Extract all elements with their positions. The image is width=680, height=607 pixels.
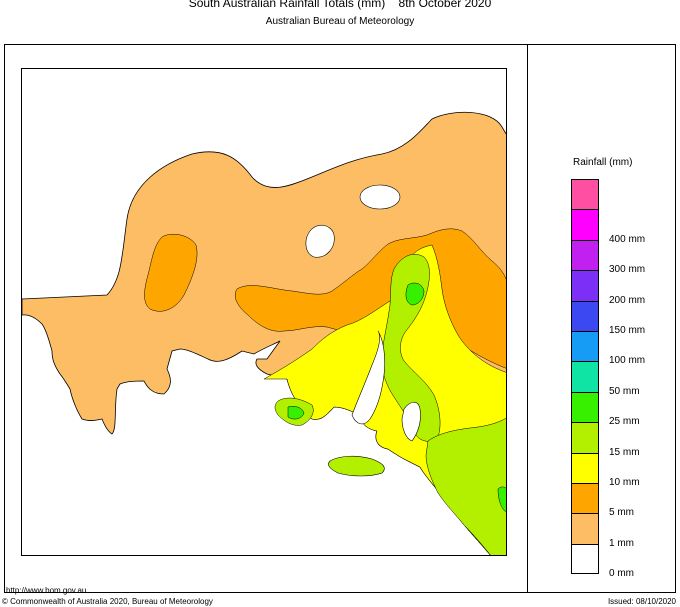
spencer-gulf	[351, 330, 386, 425]
kangaroo-island	[328, 455, 385, 477]
band-5mm-central	[234, 228, 506, 369]
band-25mm-eyre	[287, 406, 305, 420]
lake-eyre	[359, 184, 401, 210]
legend-swatch	[571, 513, 599, 544]
lake-torrens	[305, 224, 335, 258]
map-subtitle: Australian Bureau of Meteorology	[265, 16, 415, 27]
legend-color-scale	[571, 179, 599, 575]
legend-label: 1 mm	[609, 537, 634, 549]
copyright-notice: © Commonwealth of Australia 2020, Bureau…	[2, 597, 213, 606]
legend-swatch	[571, 209, 599, 240]
legend-label: 15 mm	[609, 446, 640, 458]
legend-title: Rainfall (mm)	[573, 157, 633, 168]
legend-swatch	[571, 300, 599, 331]
legend-swatch	[571, 270, 599, 301]
legend-swatch	[571, 543, 599, 575]
legend-swatch	[571, 179, 599, 210]
legend-label: 0 mm	[609, 568, 634, 580]
figure-frame	[4, 44, 676, 593]
legend-label: 5 mm	[609, 507, 634, 519]
legend-swatch	[571, 239, 599, 271]
band-5mm-west	[144, 234, 198, 312]
legend-label: 25 mm	[609, 416, 640, 428]
legend-swatch	[571, 422, 599, 453]
legend-label: 400 mm	[609, 233, 646, 245]
legend-label: 300 mm	[609, 264, 646, 276]
legend-swatch	[571, 452, 599, 483]
band-25mm-flinders	[405, 282, 425, 306]
legend-swatch	[571, 361, 599, 392]
rainfall-map-svg	[22, 111, 506, 555]
legend-swatch	[571, 482, 599, 514]
legend-swatch	[571, 391, 599, 423]
legend-label: 10 mm	[609, 477, 640, 488]
legend-label: 50 mm	[609, 385, 640, 397]
legend-label: 150 mm	[609, 325, 646, 336]
legend-label: 100 mm	[609, 355, 646, 367]
gulf-st-vincent	[401, 401, 421, 442]
legend-swatch	[571, 330, 599, 362]
band-25mm-southeast	[497, 486, 506, 513]
legend-divider	[527, 44, 528, 593]
rainfall-map	[21, 68, 507, 556]
band-15mm-south-east	[425, 417, 506, 555]
map-title: South Australian Rainfall Totals (mm) 8t…	[188, 0, 492, 10]
legend-label: 200 mm	[609, 294, 646, 306]
issued-date: Issued: 08/10/2020	[607, 597, 676, 606]
source-url: http://www.bom.gov.au	[6, 586, 87, 595]
